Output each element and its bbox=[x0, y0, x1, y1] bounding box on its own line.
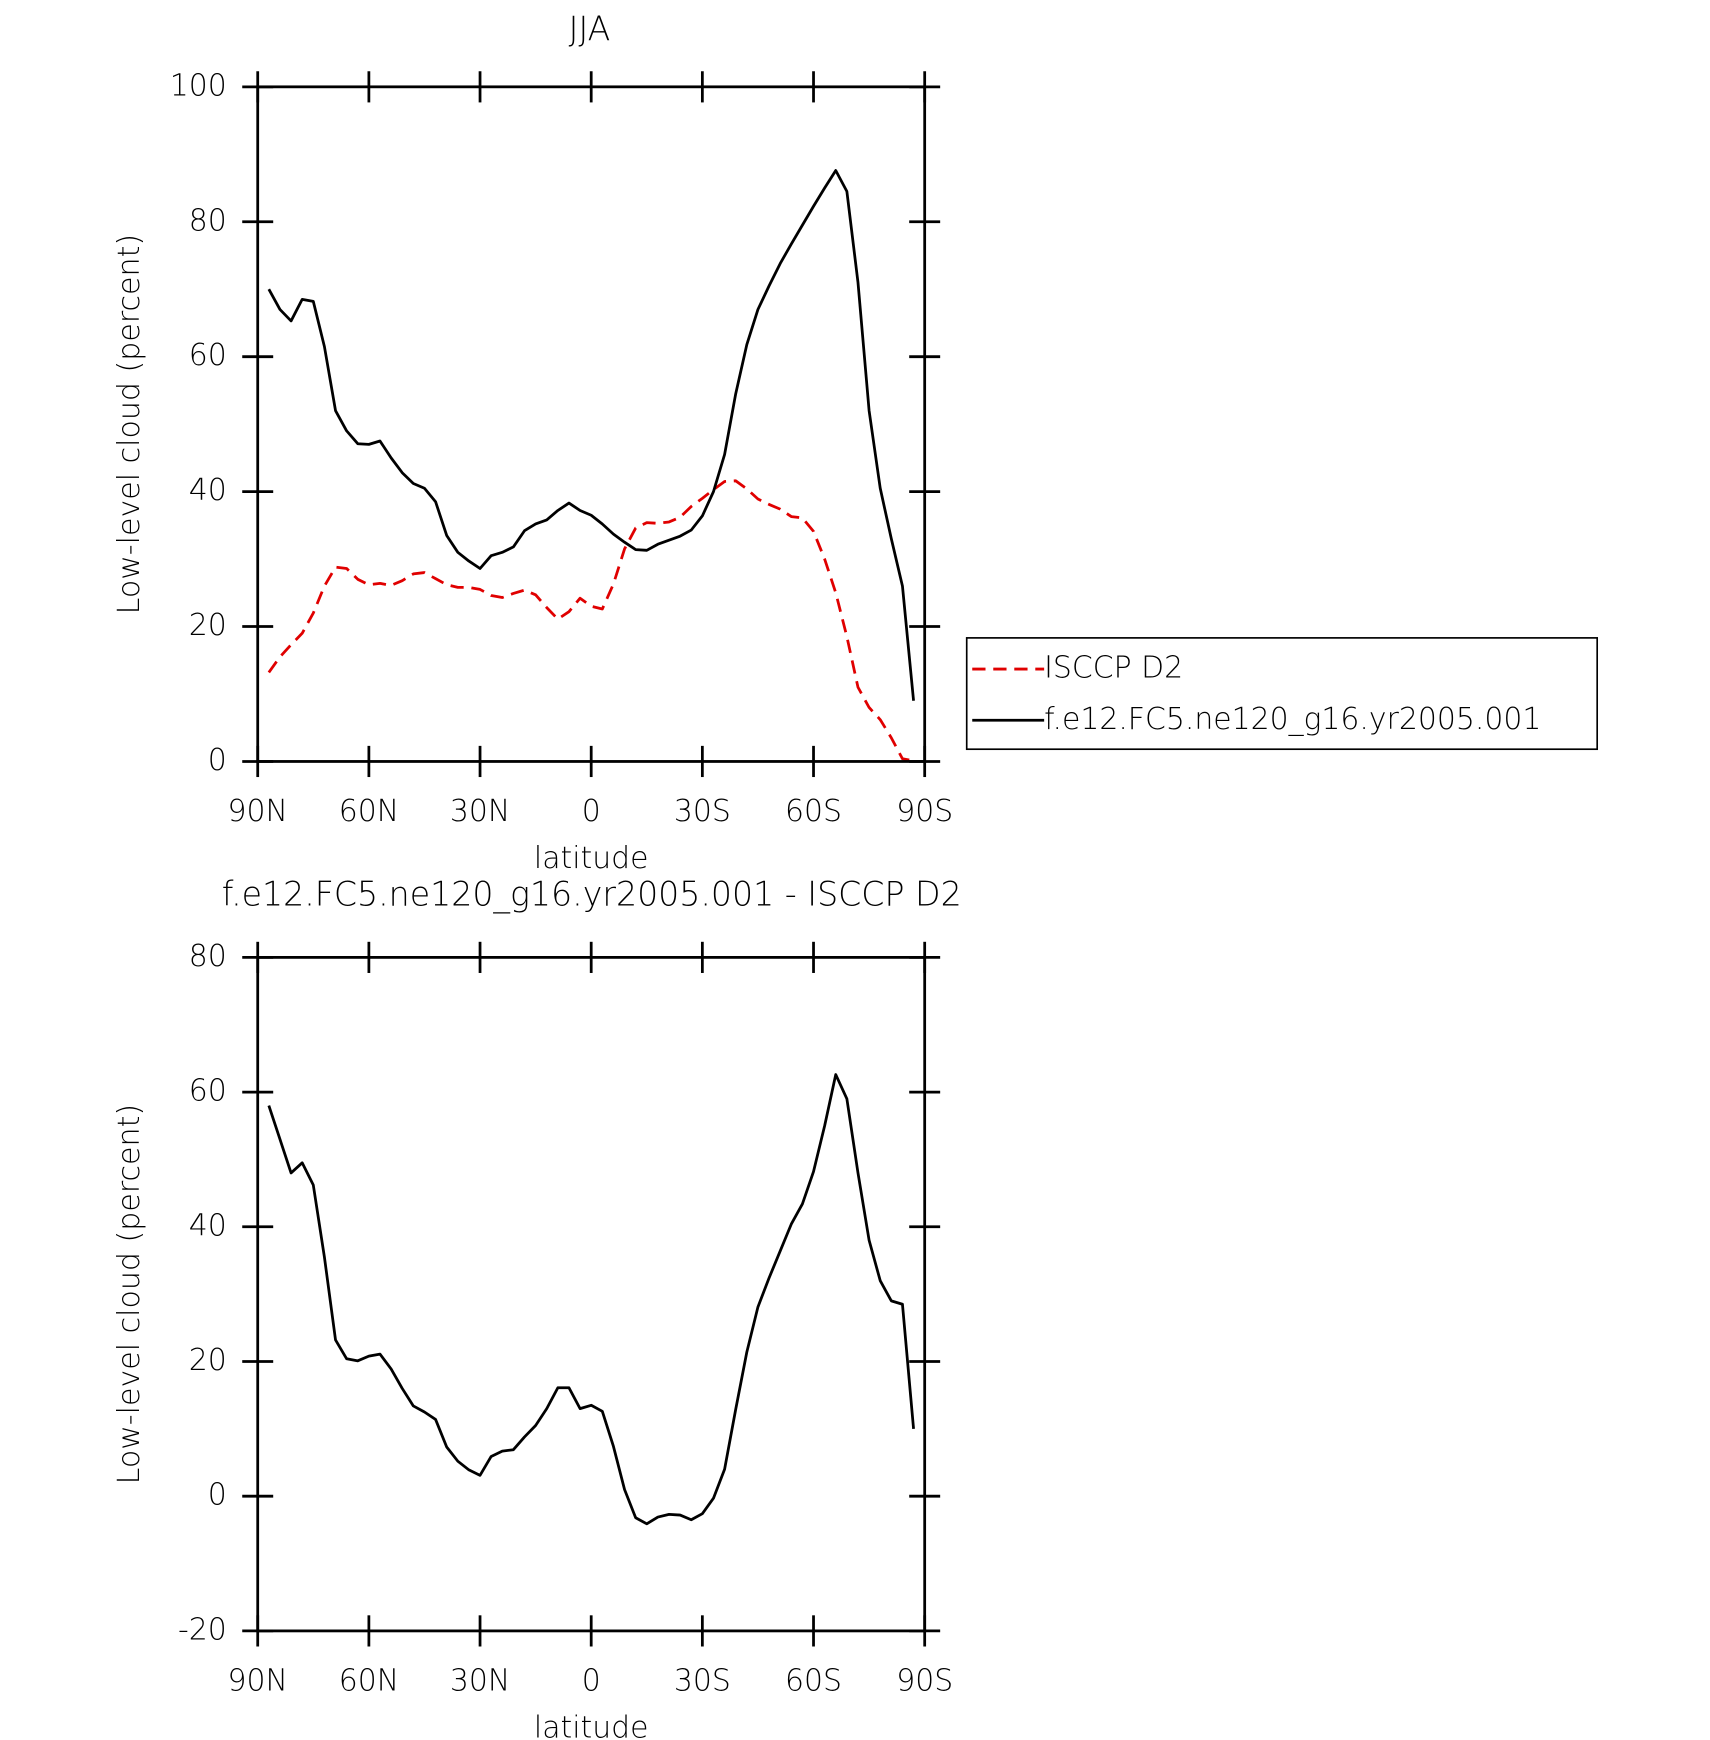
y-tick-label: 100 bbox=[170, 68, 227, 103]
y-tick-label: 0 bbox=[208, 1478, 227, 1513]
x-tick-label: 90N bbox=[228, 1664, 288, 1699]
x-axis-label: latitude bbox=[534, 1710, 649, 1740]
y-tick-label: -20 bbox=[178, 1612, 227, 1647]
series-line bbox=[267, 479, 914, 763]
plot-frame bbox=[256, 85, 927, 763]
x-tick-label: 0 bbox=[582, 794, 601, 829]
x-tick-label: 90S bbox=[896, 1664, 953, 1699]
y-axis-label: Low-level cloud (percent) bbox=[112, 234, 147, 615]
legend-box bbox=[965, 637, 1599, 751]
x-axis-label: latitude bbox=[534, 841, 649, 876]
x-tick-label: 0 bbox=[582, 1664, 601, 1699]
x-tick-label: 30N bbox=[450, 1664, 510, 1699]
x-tick-label: 60N bbox=[339, 1664, 399, 1699]
y-tick-label: 20 bbox=[189, 608, 227, 643]
y-tick-label: 60 bbox=[189, 1074, 227, 1109]
y-tick-label: 40 bbox=[189, 473, 227, 508]
x-tick-label: 30S bbox=[674, 794, 731, 829]
x-tick-label: 90N bbox=[228, 794, 288, 829]
legend-label: ISCCP D2 bbox=[1044, 650, 1183, 685]
y-tick-label: 60 bbox=[189, 338, 227, 373]
chart-title: f.e12.FC5.ne120_g16.yr2005.001 - ISCCP D… bbox=[222, 875, 962, 915]
legend-label: f.e12.FC5.ne120_g16.yr2005.001 bbox=[1044, 702, 1541, 737]
y-tick-label: 20 bbox=[189, 1343, 227, 1378]
x-tick-label: 60S bbox=[785, 794, 842, 829]
chart-title: JJA bbox=[569, 10, 611, 49]
series-line bbox=[267, 169, 915, 701]
x-tick-label: 90S bbox=[896, 794, 953, 829]
series-line bbox=[267, 1073, 915, 1526]
plot-frame bbox=[256, 955, 927, 1633]
y-tick-label: 80 bbox=[189, 203, 227, 238]
x-tick-label: 60N bbox=[339, 794, 399, 829]
x-tick-label: 60S bbox=[785, 1664, 842, 1699]
y-tick-label: 80 bbox=[189, 939, 227, 974]
x-tick-label: 30S bbox=[674, 1664, 731, 1699]
x-tick-label: 30N bbox=[450, 794, 510, 829]
y-axis-label: Low-level cloud (percent) bbox=[112, 1104, 147, 1485]
y-tick-label: 40 bbox=[189, 1208, 227, 1243]
y-tick-label: 0 bbox=[208, 743, 227, 778]
